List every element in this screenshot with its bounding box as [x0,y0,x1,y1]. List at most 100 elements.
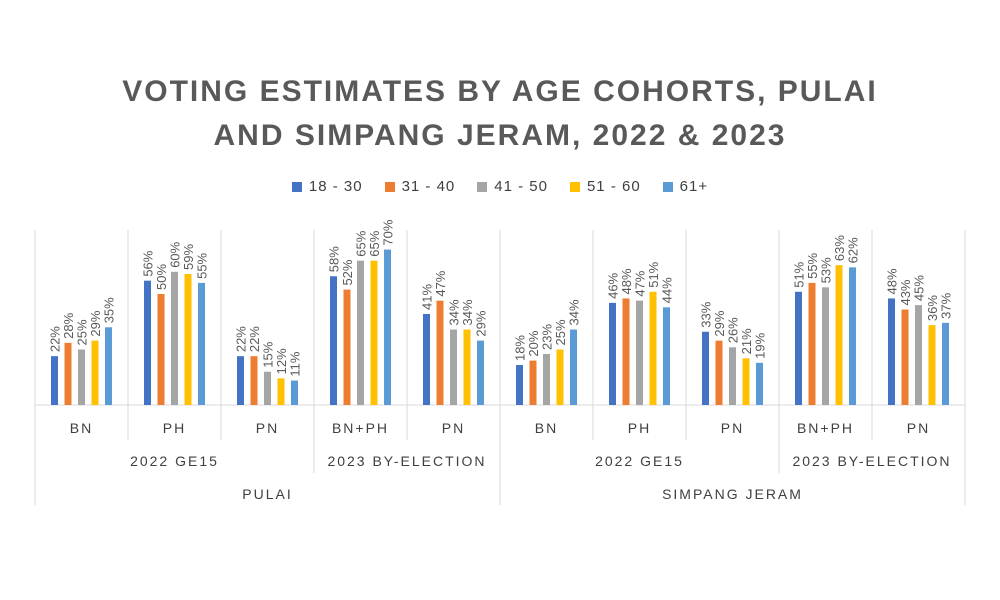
data-label: 34% [447,299,462,325]
data-label: 29% [88,310,103,336]
data-label: 22% [247,326,262,352]
legend-swatch [569,181,580,192]
bar [370,260,378,405]
bar [78,349,85,405]
data-label: 19% [753,332,768,358]
data-label: 65% [354,230,369,256]
party-label: BN+PH [332,420,389,436]
data-label: 22% [234,326,249,352]
seat-label: PULAI [242,486,292,502]
data-label: 60% [168,241,183,267]
bar [264,371,271,405]
data-label: 18% [513,335,528,361]
data-label: 47% [433,270,448,296]
bar [570,329,577,405]
bar [250,356,258,405]
data-label: 37% [939,292,954,318]
data-label: 44% [660,277,675,303]
data-label: 21% [739,328,754,354]
bar [144,280,151,405]
legend-label: 18 - 30 [308,178,363,195]
bar [543,353,550,405]
bar [795,291,802,405]
bar [636,300,643,405]
bar [835,265,843,405]
data-label: 28% [61,312,76,338]
seat-label: SIMPANG JERAM [662,486,803,502]
data-label: 51% [792,261,807,287]
legend-swatch [384,181,395,192]
data-label: 50% [154,264,169,290]
data-label: 36% [925,295,940,321]
bar [556,349,564,405]
bar [742,358,750,405]
legend-item: 61+ [662,178,708,195]
party-label: BN [535,420,558,436]
legend-swatch [662,181,673,192]
legend-item: 41 - 50 [477,178,548,195]
bar [436,300,444,405]
data-label: 48% [619,268,634,294]
bar [915,305,922,405]
party-label: PH [163,420,186,436]
bar [622,298,630,405]
bar [423,313,430,405]
bar [105,327,112,405]
bar [291,380,298,405]
data-label: 34% [567,299,582,325]
bar [649,291,657,405]
legend-item: 51 - 60 [569,178,641,195]
data-label: 34% [460,299,475,325]
data-label: 26% [726,317,741,343]
bar [901,309,909,405]
data-label: 22% [48,326,63,352]
data-label: 35% [102,297,117,323]
bar [91,340,99,405]
data-label: 53% [819,257,834,283]
data-label: 59% [181,244,196,270]
party-label: BN+PH [797,420,854,436]
data-label: 25% [553,319,568,345]
chart-title: VOTING ESTIMATES BY AGE COHORTS, PULAI A… [100,70,900,158]
bar [715,340,723,405]
party-label: PN [256,420,279,436]
election-label: 2023 BY-ELECTION [792,453,951,469]
data-label: 58% [327,246,342,272]
data-label: 12% [274,348,289,374]
bar [663,307,670,405]
legend-swatch [477,181,488,192]
bar [477,340,484,405]
bar [330,276,337,405]
election-label: 2023 BY-ELECTION [327,453,486,469]
bar [198,282,205,405]
data-label: 46% [606,272,621,298]
election-label: 2022 GE15 [595,453,684,469]
data-label: 52% [340,259,355,285]
legend-label: 51 - 60 [586,178,641,195]
data-label: 55% [805,252,820,278]
data-label: 47% [633,270,648,296]
bar [822,287,829,405]
legend-item: 18 - 30 [291,178,363,195]
bar [849,267,856,405]
bar [516,365,523,405]
election-label: 2022 GE15 [130,453,219,469]
chart-legend: 18 - 30 31 - 40 41 - 50 51 - 60 61+ [0,178,1000,195]
data-label: 41% [420,284,435,310]
data-label: 20% [526,330,541,356]
legend-item: 31 - 40 [384,178,456,195]
data-label: 29% [474,310,489,336]
bar [357,260,364,405]
bar [157,294,165,405]
bar [942,322,949,405]
bar [64,342,72,405]
bar [237,356,244,405]
data-label: 45% [912,275,927,301]
bar [888,298,895,405]
party-label: PN [721,420,744,436]
bar [609,302,616,405]
party-label: PN [442,420,465,436]
bar [928,325,936,405]
bar [702,331,709,405]
data-label: 63% [832,235,847,261]
